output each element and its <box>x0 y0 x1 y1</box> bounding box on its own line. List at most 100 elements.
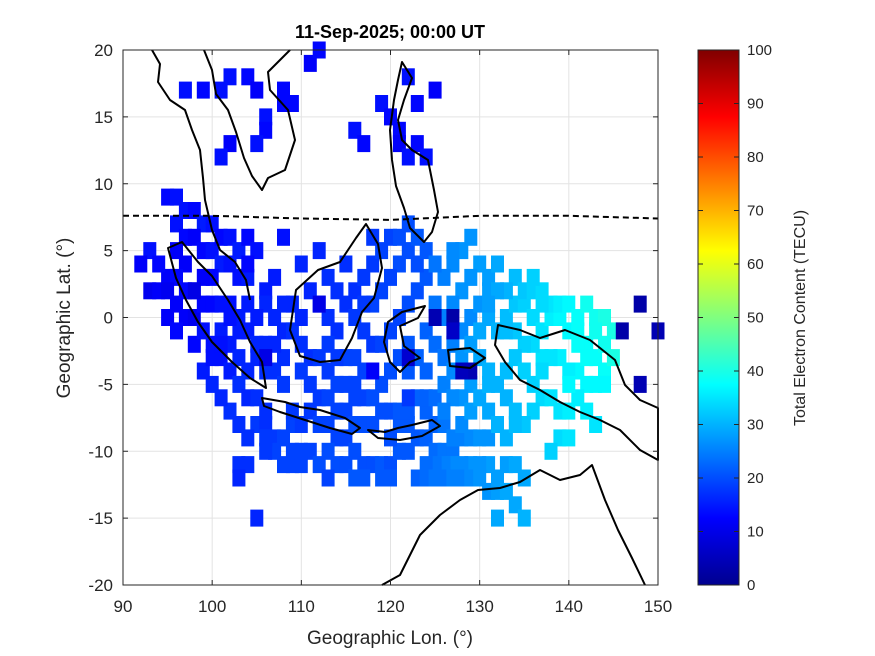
tec-cell <box>535 362 549 380</box>
tec-cell <box>348 349 362 367</box>
tec-cell <box>321 309 335 326</box>
tec-cell <box>357 135 371 153</box>
tec-cell <box>223 135 237 153</box>
y-tick-label: -15 <box>88 509 113 528</box>
tec-cell <box>170 215 183 233</box>
tec-cell <box>277 81 290 99</box>
tec-cell <box>535 322 549 340</box>
tec-cell <box>330 282 344 300</box>
tec-cell <box>419 322 433 340</box>
tec-cell <box>535 282 549 300</box>
tec-cell <box>339 295 353 313</box>
x-tick-label: 120 <box>376 597 404 616</box>
tec-cell <box>562 375 576 393</box>
colorbar-tick-label: 40 <box>747 363 764 380</box>
tec-cell <box>161 282 175 300</box>
coastline-gulf-thailand <box>203 49 296 191</box>
coastline-sumatra <box>167 241 267 389</box>
tec-cell <box>348 375 362 393</box>
tec-cell <box>321 469 335 487</box>
tec-cell <box>508 496 522 514</box>
tec-cell <box>392 228 406 246</box>
tec-cell <box>499 389 513 407</box>
tec-cell <box>357 469 371 487</box>
tec-cell <box>196 362 210 380</box>
tec-cell <box>250 135 264 153</box>
y-tick-label: 0 <box>104 309 113 328</box>
tec-cell <box>410 255 424 273</box>
tec-cell <box>455 282 469 300</box>
tec-cell <box>428 389 442 407</box>
tec-cell <box>241 429 255 447</box>
tec-cell <box>508 456 522 474</box>
magnetic-equator <box>123 214 659 221</box>
tec-cell <box>437 416 451 433</box>
tec-cell <box>384 456 397 474</box>
tec-cell <box>187 335 201 353</box>
tec-cell <box>241 322 255 340</box>
tec-cell <box>250 81 264 99</box>
tec-cell <box>205 242 219 260</box>
y-axis-ticks: 20 15 10 5 0 -5 -10 -15 -20 <box>88 41 658 595</box>
tec-cell <box>499 309 513 326</box>
tec-cell <box>277 295 290 313</box>
tec-cell <box>526 268 540 286</box>
tec-cell <box>419 402 433 420</box>
colorbar-tick-label: 50 <box>747 310 764 327</box>
tec-cell <box>446 242 460 260</box>
tec-cell <box>170 322 183 340</box>
tec-cell <box>196 81 210 99</box>
tec-cell <box>446 295 460 313</box>
tec-cell <box>375 282 389 300</box>
tec-cell <box>401 242 415 260</box>
y-tick-label: -10 <box>88 442 113 461</box>
tec-cell <box>294 456 308 474</box>
tec-cell <box>321 268 335 286</box>
x-tick-label: 130 <box>465 597 493 616</box>
tec-cell <box>339 402 353 420</box>
tec-cell <box>232 469 246 487</box>
tec-cell <box>428 295 442 313</box>
tec-cell <box>482 362 496 380</box>
tec-cell <box>464 375 478 393</box>
tec-cell <box>303 282 317 300</box>
tec-cell <box>455 416 469 433</box>
tec-cell <box>241 255 255 273</box>
tec-cell <box>446 389 460 407</box>
tec-cell <box>508 416 522 433</box>
tec-cell <box>419 268 433 286</box>
tec-cell <box>357 268 371 286</box>
tec-cell <box>268 309 282 326</box>
tec-cell <box>312 456 326 474</box>
tec-cell <box>517 362 531 380</box>
colorbar-tick-label: 90 <box>747 96 764 113</box>
coastline-australia <box>381 464 646 586</box>
coastline-sulawesi <box>383 305 426 373</box>
tec-cell <box>517 509 531 527</box>
tec-cell <box>384 268 397 286</box>
tec-cell <box>241 268 255 286</box>
tec-cell <box>482 375 496 393</box>
tec-cell <box>384 108 397 126</box>
tec-cell <box>259 121 273 139</box>
tec-cell <box>214 148 228 166</box>
tec-cell <box>464 402 478 420</box>
tec-cell <box>152 255 166 273</box>
coastline-java <box>261 397 361 435</box>
tec-cell <box>384 429 397 447</box>
y-axis-label: Geographic Lat. (°) <box>54 238 75 399</box>
coastlines <box>151 49 659 586</box>
tec-cell <box>508 268 522 286</box>
y-tick-label: 20 <box>94 41 113 60</box>
tec-cell <box>517 469 531 487</box>
tec-cell <box>419 148 433 166</box>
tec-cell <box>143 242 157 260</box>
tec-cell <box>178 255 192 273</box>
tec-cell <box>589 322 603 340</box>
tec-cell <box>241 228 255 246</box>
tec-cell <box>633 375 647 393</box>
tec-cell <box>223 309 237 326</box>
x-tick-label: 110 <box>288 597 315 616</box>
tec-cell <box>437 375 451 393</box>
